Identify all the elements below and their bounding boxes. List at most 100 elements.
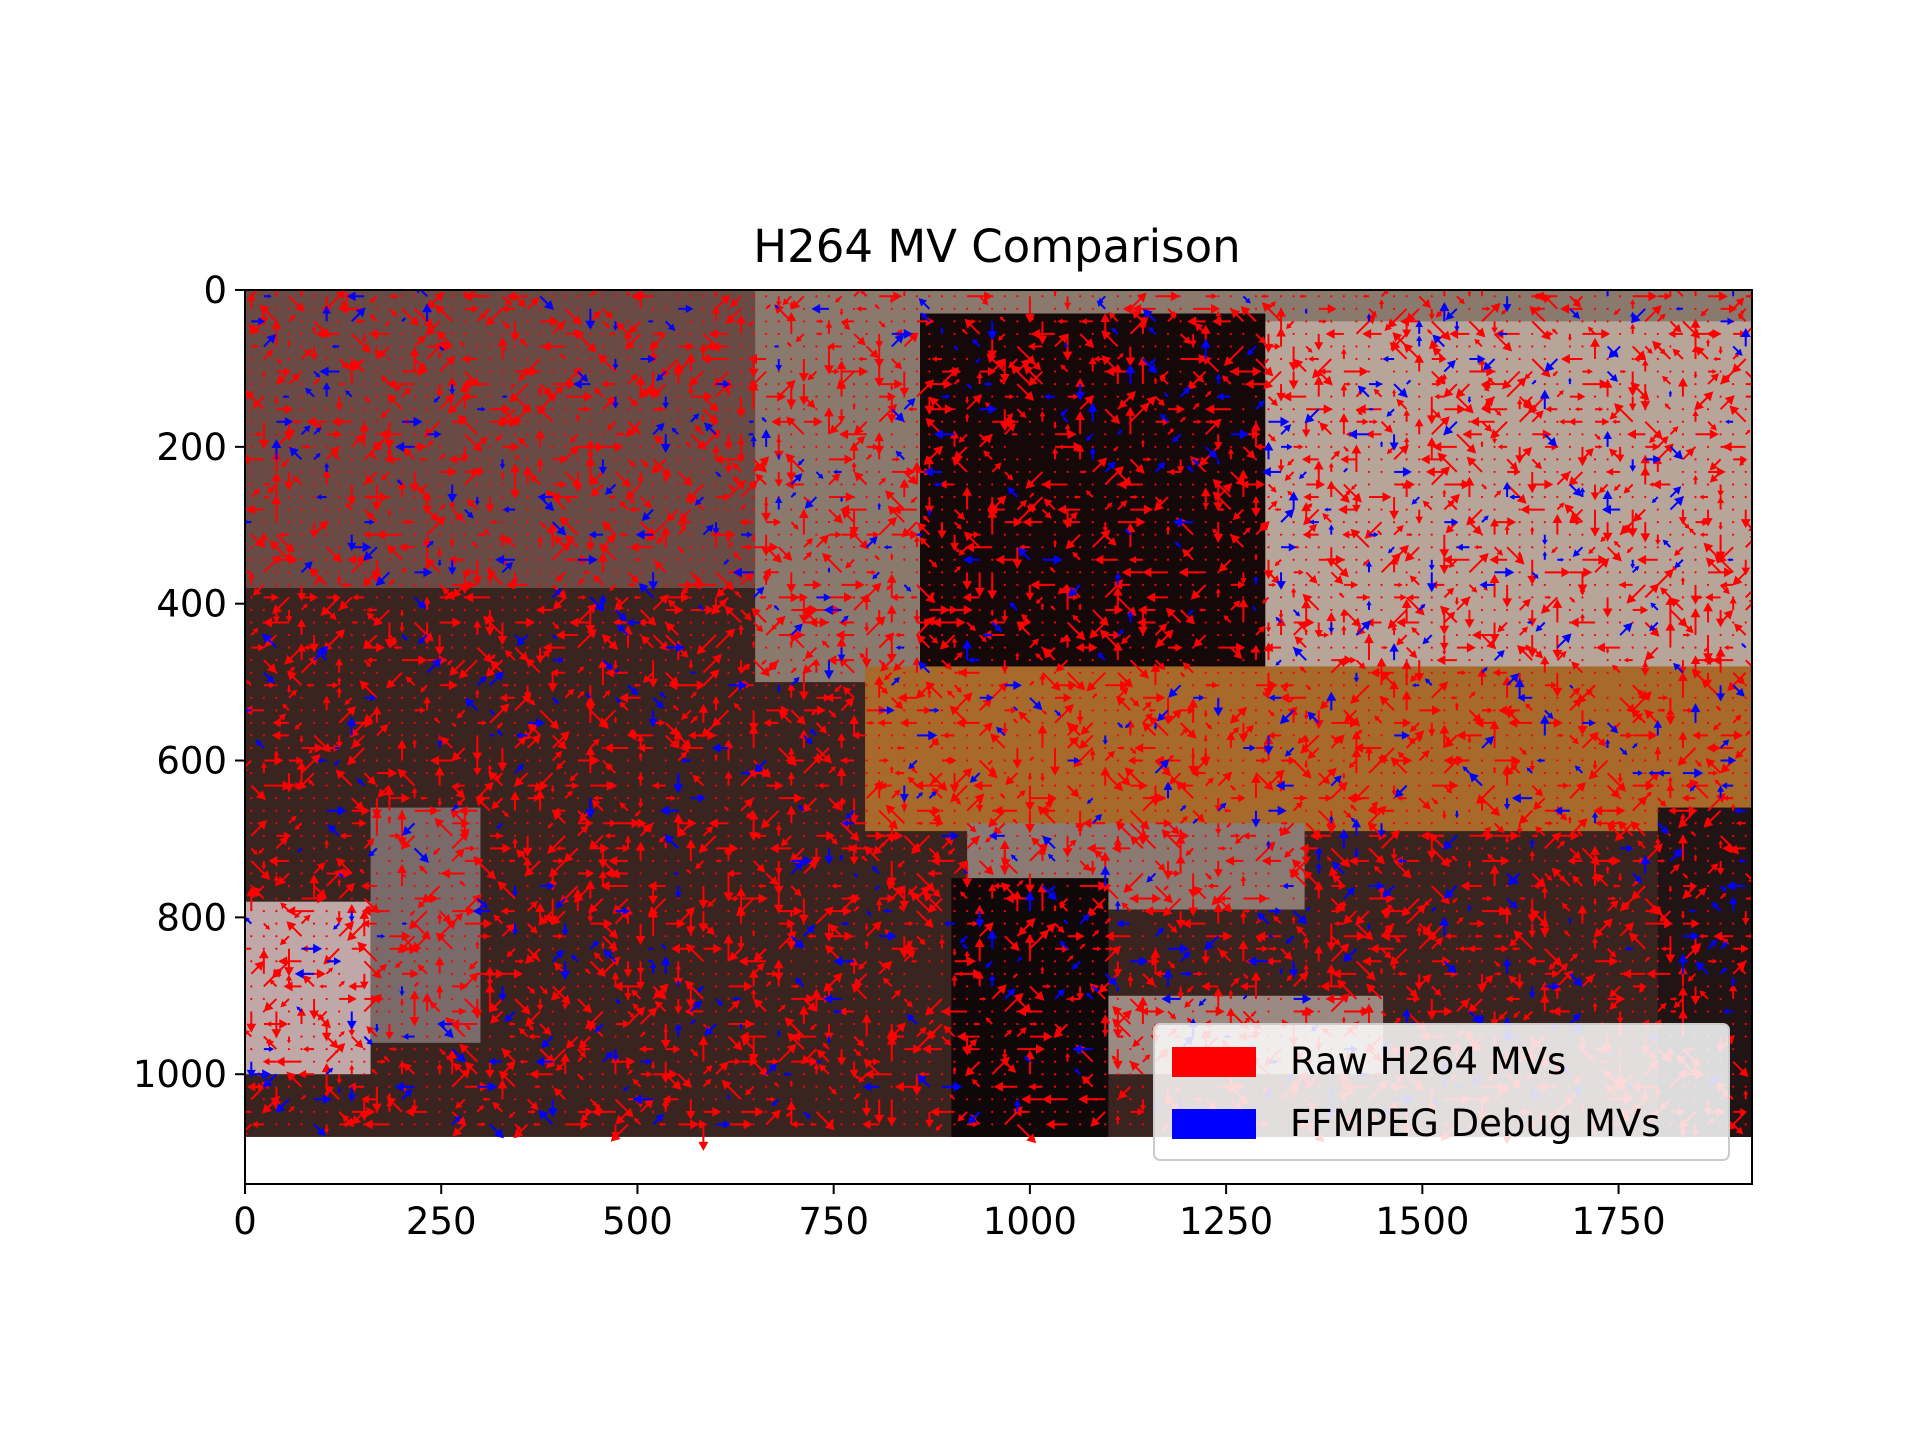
- mv-dot: [1644, 684, 1646, 686]
- mv-dot: [1544, 772, 1546, 774]
- mv-dot: [1029, 308, 1031, 310]
- mv-dot: [300, 333, 302, 335]
- mv-dot: [1380, 772, 1382, 774]
- mv-dot: [1556, 759, 1558, 761]
- mv-dot: [639, 722, 641, 724]
- mv-dot: [363, 797, 365, 799]
- mv-dot: [891, 483, 893, 485]
- mv-dot: [1029, 433, 1031, 435]
- mv-dot: [1004, 697, 1006, 699]
- mv-dot: [1569, 747, 1571, 749]
- mv-dot: [1606, 584, 1608, 586]
- mv-dot: [1619, 496, 1621, 498]
- mv-dot: [903, 847, 905, 849]
- mv-dot: [401, 722, 403, 724]
- mv-dot: [1242, 785, 1244, 787]
- mv-dot: [815, 358, 817, 360]
- mv-dot: [1619, 396, 1621, 398]
- mv-dot: [840, 458, 842, 460]
- mv-dot: [1606, 458, 1608, 460]
- mv-dot: [853, 647, 855, 649]
- mv-dot: [1029, 458, 1031, 460]
- mv-dot: [501, 847, 503, 849]
- mv-dot: [1343, 571, 1345, 573]
- mv-dot: [1117, 785, 1119, 787]
- mv-dot: [1330, 320, 1332, 322]
- mv-dot: [614, 446, 616, 448]
- mv-dot: [539, 534, 541, 536]
- mv-dot: [1481, 647, 1483, 649]
- mv-dot: [966, 521, 968, 523]
- mv-dot: [1745, 496, 1747, 498]
- mv-dot: [413, 433, 415, 435]
- mv-dot: [263, 835, 265, 837]
- mv-dot: [1217, 333, 1219, 335]
- mv-dot: [1355, 370, 1357, 372]
- mv-dot: [1368, 584, 1370, 586]
- mv-dot: [891, 747, 893, 749]
- mv-dot: [1581, 810, 1583, 812]
- mv-dot: [1431, 647, 1433, 649]
- mv-dot: [903, 446, 905, 448]
- mv-dot: [627, 722, 629, 724]
- mv-dot: [979, 496, 981, 498]
- mv-dot: [326, 734, 328, 736]
- mv-dot: [300, 534, 302, 536]
- mv-dot: [1355, 584, 1357, 586]
- mv-dot: [451, 471, 453, 473]
- mv-dot: [1456, 584, 1458, 586]
- mv-dot: [1606, 408, 1608, 410]
- mv-dot: [1205, 308, 1207, 310]
- mv-dot: [1406, 508, 1408, 510]
- mv-dot: [1117, 621, 1119, 623]
- mv-dot: [866, 785, 868, 787]
- mv-dot: [439, 446, 441, 448]
- mv-dot: [1104, 496, 1106, 498]
- mv-dot: [388, 722, 390, 724]
- mv-dot: [300, 396, 302, 398]
- mv-dot: [866, 496, 868, 498]
- mv-dot: [1406, 872, 1408, 874]
- mv-dot: [1255, 396, 1257, 398]
- mv-dot: [489, 672, 491, 674]
- mv-dot: [1406, 835, 1408, 837]
- mv-dot: [539, 684, 541, 686]
- mv-dot: [1167, 508, 1169, 510]
- mv-dot: [439, 697, 441, 699]
- mv-dot: [941, 458, 943, 460]
- mv-dot: [1694, 546, 1696, 548]
- mv-dot: [1569, 534, 1571, 536]
- mv-dot: [1493, 295, 1495, 297]
- mv-dot: [1192, 345, 1194, 347]
- mv-dot: [1016, 534, 1018, 536]
- mv-dot: [313, 483, 315, 485]
- mv-dot: [1456, 534, 1458, 536]
- mv-dot: [1569, 785, 1571, 787]
- mv-dot: [1468, 822, 1470, 824]
- mv-dot: [1004, 534, 1006, 536]
- mv-dot: [1117, 709, 1119, 711]
- mv-dot: [1682, 483, 1684, 485]
- mv-dot: [451, 684, 453, 686]
- mv-dot: [941, 508, 943, 510]
- mv-dot: [1745, 772, 1747, 774]
- mv-dot: [891, 734, 893, 736]
- mv-dot: [288, 797, 290, 799]
- mv-dot: [1054, 521, 1056, 523]
- mv-dot: [1544, 458, 1546, 460]
- mv-dot: [953, 421, 955, 423]
- mv-dot: [778, 559, 780, 561]
- mv-dot: [928, 446, 930, 448]
- mv-dot: [928, 433, 930, 435]
- mv-dot: [1142, 345, 1144, 347]
- mv-dot: [338, 521, 340, 523]
- mv-dot: [1519, 534, 1521, 536]
- mv-dot: [753, 672, 755, 674]
- mv-dot: [878, 634, 880, 636]
- mv-dot: [853, 496, 855, 498]
- mv-dot: [1205, 697, 1207, 699]
- mv-dot: [564, 433, 566, 435]
- mv-dot: [1556, 571, 1558, 573]
- mv-dot: [1242, 383, 1244, 385]
- mv-dot: [966, 747, 968, 749]
